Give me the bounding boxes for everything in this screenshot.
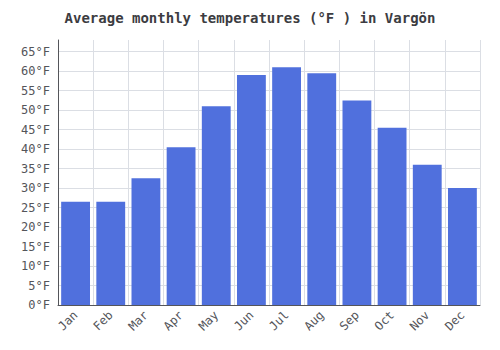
svg-text:May: May: [196, 308, 221, 333]
svg-text:Jul: Jul: [266, 308, 291, 333]
svg-text:Dec: Dec: [442, 308, 467, 333]
svg-text:55°F: 55°F: [21, 84, 50, 98]
svg-text:Jan: Jan: [55, 308, 80, 333]
svg-text:Apr: Apr: [161, 308, 186, 333]
svg-text:25°F: 25°F: [21, 201, 50, 215]
svg-text:40°F: 40°F: [21, 142, 50, 156]
svg-text:Sep: Sep: [337, 308, 362, 333]
svg-text:5°F: 5°F: [28, 279, 50, 293]
svg-text:Average monthly temperatures (: Average monthly temperatures (°F ) in Va…: [65, 10, 436, 26]
svg-text:45°F: 45°F: [21, 123, 50, 137]
svg-text:60°F: 60°F: [21, 64, 50, 78]
svg-text:50°F: 50°F: [21, 103, 50, 117]
svg-text:10°F: 10°F: [21, 259, 50, 273]
svg-text:20°F: 20°F: [21, 220, 50, 234]
svg-text:15°F: 15°F: [21, 240, 50, 254]
svg-text:30°F: 30°F: [21, 181, 50, 195]
svg-text:Jun: Jun: [231, 308, 256, 333]
svg-text:Feb: Feb: [90, 308, 115, 333]
svg-text:35°F: 35°F: [21, 162, 50, 176]
svg-text:0°F: 0°F: [28, 298, 50, 312]
svg-text:Nov: Nov: [407, 308, 432, 333]
svg-text:Mar: Mar: [126, 308, 151, 333]
svg-text:65°F: 65°F: [21, 45, 50, 59]
svg-text:Oct: Oct: [372, 308, 397, 333]
svg-text:Aug: Aug: [301, 308, 326, 333]
